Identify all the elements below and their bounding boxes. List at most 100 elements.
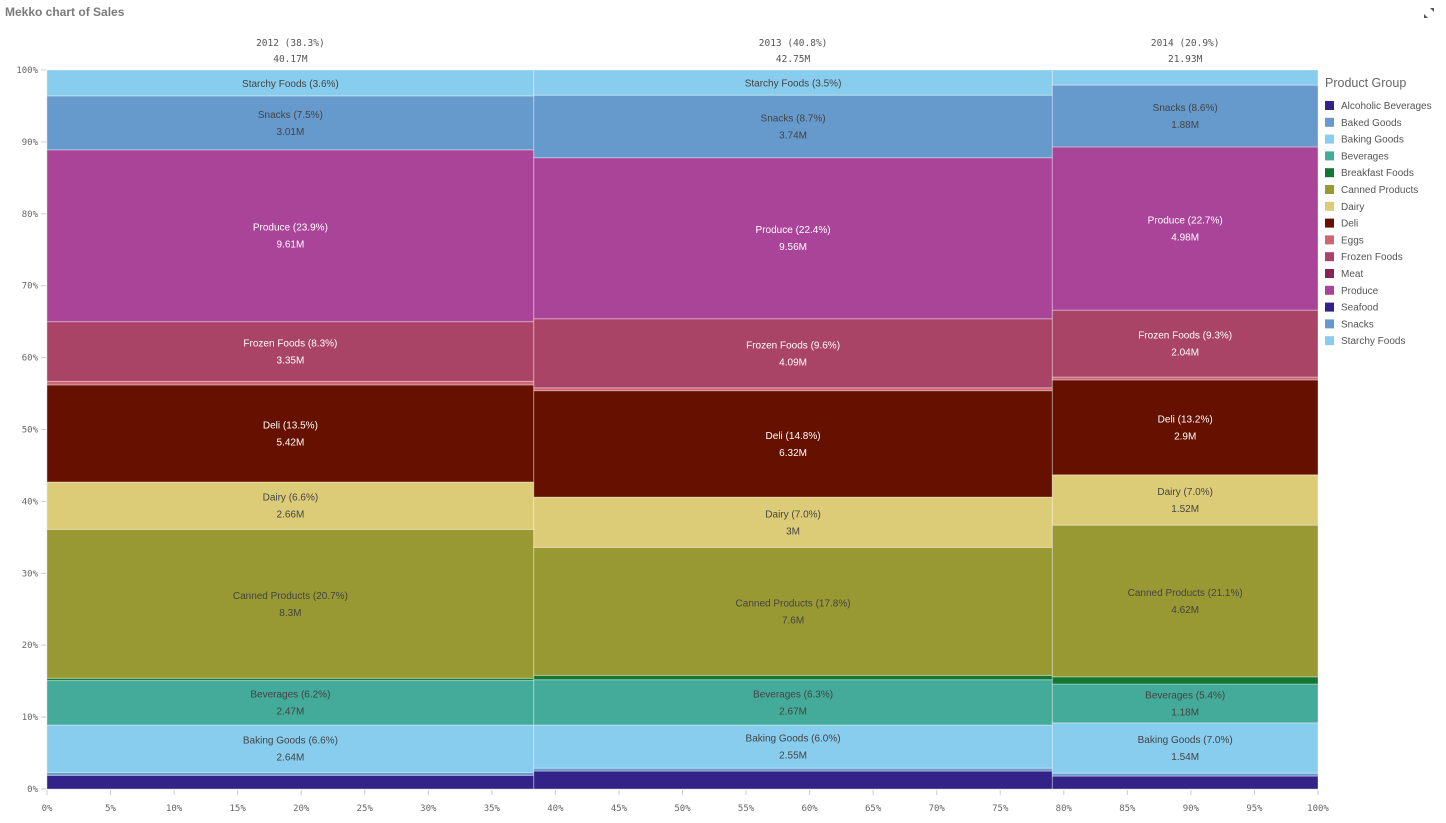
legend-swatch (1325, 117, 1334, 127)
segment-value: 3M (786, 526, 800, 537)
segment-value: 4.09M (779, 357, 807, 368)
segment-label: Dairy (7.0%) (765, 509, 821, 520)
segment-label: Produce (22.4%) (756, 225, 831, 236)
x-tick-label: 20% (293, 804, 310, 814)
segment-starchy-foods (46, 69, 535, 97)
x-tick-label: 40% (547, 804, 564, 814)
column-header: 2013 (40.8%) (759, 38, 828, 49)
segment-dairy (1051, 474, 1319, 526)
y-tick-label: 50% (22, 426, 39, 436)
segment-value: 1.18M (1171, 707, 1199, 718)
legend-swatch (1325, 134, 1334, 144)
segment-beverages (46, 679, 535, 726)
legend-item: Beverages (1341, 151, 1389, 162)
legend-swatch (1325, 302, 1334, 312)
segment-label: Frozen Foods (9.6%) (746, 340, 840, 351)
segment-produce (533, 157, 1053, 320)
chart-title: Mekko chart of Sales (5, 5, 125, 19)
legend-item: Meat (1341, 269, 1363, 280)
segment-value: 3.01M (276, 127, 304, 138)
y-tick-label: 40% (22, 497, 39, 507)
segment-eggs (46, 380, 535, 386)
segment-label: Beverages (6.2%) (250, 690, 330, 701)
segment-value: 1.88M (1171, 120, 1199, 131)
x-tick-label: 80% (1056, 804, 1073, 814)
segment-label: Snacks (8.7%) (761, 113, 826, 124)
legend-item: Starchy Foods (1341, 336, 1405, 347)
segment-label: Baking Goods (6.6%) (243, 736, 338, 747)
segment-label: Snacks (8.6%) (1153, 103, 1218, 114)
segment-breakfast-foods (533, 674, 1053, 681)
segment-canned-products (46, 528, 535, 679)
segment-value: 2.64M (276, 753, 304, 764)
legend-item: Produce (1341, 286, 1379, 297)
x-tick-label: 60% (801, 804, 818, 814)
segment-label: Baking Goods (6.0%) (746, 734, 841, 745)
column-total: 42.75M (776, 54, 811, 65)
segment-produce (46, 149, 535, 323)
segment-beverages (1051, 683, 1319, 724)
legend-item: Eggs (1341, 235, 1364, 246)
segment-alcoholic-beverages (1051, 775, 1319, 790)
segment-snacks (1051, 84, 1319, 148)
y-tick-label: 30% (22, 569, 39, 579)
x-tick-label: 50% (674, 804, 691, 814)
segment-deli (46, 384, 535, 483)
legend-swatch (1325, 235, 1334, 245)
segment-label: Dairy (6.6%) (263, 493, 319, 504)
segment-value: 1.52M (1171, 504, 1199, 515)
segment-deli (1051, 379, 1319, 476)
y-tick-label: 80% (22, 210, 39, 220)
segment-value: 5.42M (276, 437, 304, 448)
expand-icon[interactable] (1422, 6, 1436, 20)
segment-baking-goods (1051, 722, 1319, 774)
legend-swatch (1325, 151, 1334, 161)
legend-swatch (1325, 101, 1334, 110)
segment-value: 2.04M (1171, 348, 1199, 359)
segment-label: Deli (14.8%) (766, 431, 821, 442)
segment-snacks (533, 94, 1053, 159)
x-tick-label: 55% (738, 804, 755, 814)
legend-swatch (1325, 201, 1334, 211)
segment-value: 9.56M (779, 242, 807, 253)
x-tick-label: 90% (1183, 804, 1200, 814)
segment-breakfast-foods (1051, 676, 1319, 685)
segment-value: 2.55M (779, 751, 807, 762)
segment-value: 2.66M (276, 510, 304, 521)
legend-item: Deli (1341, 219, 1358, 230)
segment-value: 3.74M (779, 130, 807, 141)
legend-swatch (1325, 285, 1334, 295)
legend-item: Baked Goods (1341, 118, 1402, 129)
legend-swatch (1325, 336, 1334, 346)
segment-deli (533, 390, 1053, 498)
legend-item: Alcoholic Beverages (1341, 101, 1432, 112)
legend-item: Baking Goods (1341, 135, 1404, 146)
segment-label: Beverages (6.3%) (753, 689, 833, 700)
segment-label: Snacks (7.5%) (258, 110, 323, 121)
x-tick-label: 75% (992, 804, 1009, 814)
segment-canned-products (533, 546, 1053, 676)
y-tick-label: 90% (22, 138, 39, 148)
y-tick-label: 70% (22, 282, 39, 292)
y-tick-label: 100% (16, 66, 38, 76)
legend-item: Snacks (1341, 319, 1374, 330)
segment-value: 3.35M (276, 355, 304, 366)
segment-value: 2.9M (1174, 431, 1196, 442)
segment-starchy-foods (533, 69, 1053, 96)
segment-label: Canned Products (17.8%) (736, 598, 851, 609)
x-tick-label: 0% (42, 804, 53, 814)
legend-swatch (1325, 218, 1334, 228)
segment-starchy-foods (1051, 69, 1319, 86)
y-tick-label: 20% (22, 641, 39, 651)
segment-label: Produce (22.7%) (1148, 216, 1223, 227)
x-tick-label: 5% (105, 804, 116, 814)
segment-produce (1051, 146, 1319, 311)
segment-frozen-foods (533, 318, 1053, 389)
segment-dairy (533, 496, 1053, 548)
segment-label: Baking Goods (7.0%) (1138, 735, 1233, 746)
segment-label: Deli (13.5%) (263, 420, 318, 431)
x-tick-label: 85% (1119, 804, 1136, 814)
legend-swatch (1325, 252, 1334, 262)
segment-frozen-foods (1051, 309, 1319, 378)
